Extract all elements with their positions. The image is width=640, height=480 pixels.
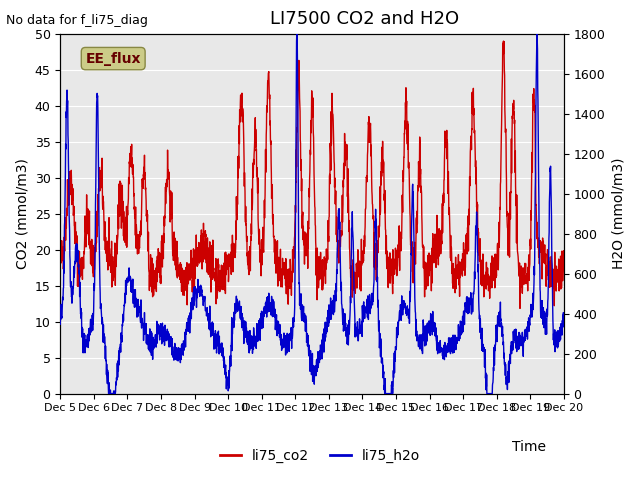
Text: No data for f_li75_diag: No data for f_li75_diag	[6, 14, 148, 27]
Legend: li75_co2, li75_h2o: li75_co2, li75_h2o	[214, 443, 426, 468]
Y-axis label: CO2 (mmol/m3): CO2 (mmol/m3)	[15, 158, 29, 269]
Text: LI7500 CO2 and H2O: LI7500 CO2 and H2O	[270, 10, 460, 28]
Y-axis label: H2O (mmol/m3): H2O (mmol/m3)	[611, 158, 625, 269]
X-axis label: Time: Time	[511, 441, 545, 455]
Text: EE_flux: EE_flux	[86, 51, 141, 66]
